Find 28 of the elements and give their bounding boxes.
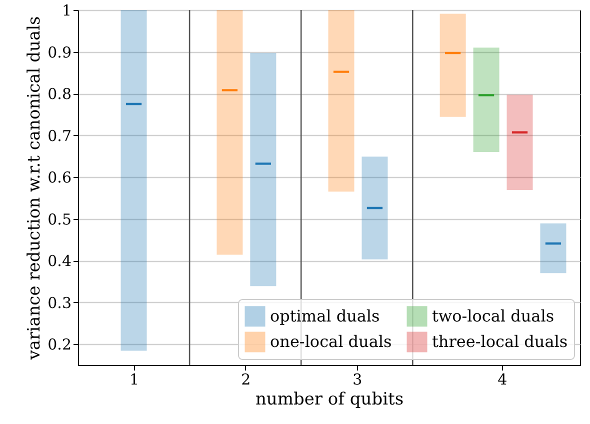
x-tick-label: 1 <box>130 370 140 388</box>
bar <box>250 53 276 286</box>
bar <box>328 10 354 192</box>
y-tick-label: 0.4 <box>48 252 72 270</box>
x-tick-label: 4 <box>498 370 508 388</box>
y-tick-label: 1 <box>62 2 72 20</box>
legend-label: three-local duals <box>432 332 568 351</box>
y-tick-label: 0.8 <box>48 85 72 104</box>
y-axis-title: variance reduction w.r.t canonical duals <box>24 16 45 361</box>
y-tick-label: 0.5 <box>48 210 72 228</box>
x-axis-title: number of qubits <box>255 390 404 410</box>
bar <box>120 10 147 351</box>
x-tick-label: 2 <box>241 370 251 388</box>
bar <box>216 10 243 255</box>
bar <box>362 156 388 260</box>
legend-label: optimal duals <box>270 306 380 326</box>
bar <box>540 223 566 274</box>
y-tick-label: 0.2 <box>48 336 72 354</box>
legend-label: two-local duals <box>432 306 554 326</box>
bar <box>440 14 466 117</box>
bar <box>473 48 500 152</box>
legend-label: one-local duals <box>270 332 392 351</box>
x-tick-label: 3 <box>352 370 362 388</box>
y-tick-label: 0.7 <box>48 126 72 145</box>
bar <box>506 94 533 190</box>
y-tick-label: 0.6 <box>48 168 72 187</box>
y-tick-label: 0.9 <box>48 43 72 62</box>
y-tick-label: 0.3 <box>48 294 72 312</box>
